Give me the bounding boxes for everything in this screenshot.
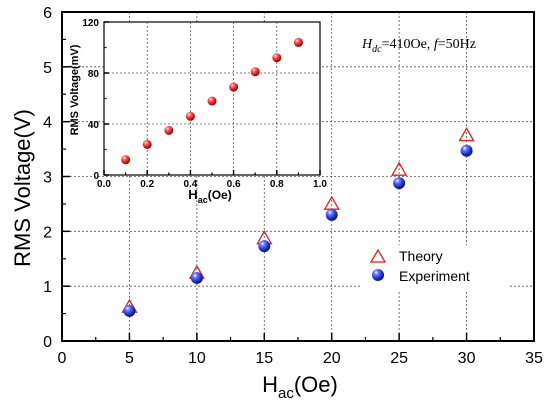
inset-data-points — [121, 37, 303, 165]
main-y-axis-title: RMS Voltage(V) — [10, 109, 35, 267]
x-tick-label: 0.4 — [183, 179, 197, 190]
x-tick-label: 10 — [188, 350, 206, 367]
theory-point — [458, 127, 475, 142]
data-point — [164, 125, 174, 135]
y-tick-label: 1 — [43, 279, 52, 296]
y-tick-label: 2 — [43, 224, 52, 241]
inset-grid — [104, 22, 320, 175]
y-tick-label: 6 — [43, 5, 52, 22]
legend-theory-marker — [369, 248, 387, 263]
x-tick-label: 5 — [125, 350, 134, 367]
main-tick-marks — [61, 11, 535, 342]
inset-y-axis-title: RMS Voltage(mV) — [69, 44, 81, 135]
x-tick-label: 25 — [390, 350, 408, 367]
inset-x-axis-title: Hac(Oe) — [188, 187, 231, 205]
x-tick-label: 0.6 — [227, 179, 241, 190]
y-tick-label: 4 — [43, 115, 52, 132]
y-tick-label: 80 — [88, 69, 100, 80]
theory-point — [323, 195, 340, 210]
y-tick-label: 5 — [43, 60, 52, 77]
data-point — [185, 111, 195, 121]
data-point — [272, 53, 282, 63]
experiment-point — [123, 304, 136, 317]
inset-x-tick-labels: 0.0 0.2 0.4 0.6 0.8 1.0 — [97, 179, 327, 190]
data-point — [142, 139, 152, 149]
x-tick-label: 35 — [525, 350, 543, 367]
main-x-axis-title: Hac(Oe) — [262, 372, 338, 402]
theory-point — [391, 161, 408, 176]
experiment-point — [258, 240, 271, 253]
x-tick-label: 0.2 — [140, 179, 154, 190]
experiment-point — [325, 208, 338, 221]
data-point — [293, 37, 303, 47]
experiment-point — [460, 144, 473, 157]
x-tick-label: 30 — [458, 350, 476, 367]
x-tick-label: 0 — [58, 350, 67, 367]
main-x-tick-labels: 0 5 10 15 20 25 30 35 — [58, 350, 543, 367]
data-point — [250, 67, 260, 77]
inset-tick-marks — [103, 21, 321, 176]
experiment-point — [393, 177, 406, 190]
inset-y-tick-labels: 0 40 80 120 — [82, 18, 99, 182]
y-tick-label: 0 — [93, 171, 99, 182]
legend: Theory Experiment — [362, 245, 508, 291]
main-data-points — [121, 127, 475, 317]
y-tick-label: 3 — [43, 170, 52, 187]
experiment-point — [190, 271, 203, 284]
x-tick-label: 15 — [255, 350, 273, 367]
data-point — [121, 155, 131, 165]
y-tick-label: 40 — [88, 120, 100, 131]
main-y-tick-labels: 0 1 2 3 4 5 6 — [43, 5, 52, 351]
data-point — [207, 96, 217, 106]
y-tick-label: 0 — [43, 334, 52, 351]
data-point — [229, 82, 239, 92]
legend-experiment-label: Experiment — [399, 268, 470, 284]
legend-experiment-marker — [372, 269, 384, 281]
x-tick-label: 20 — [323, 350, 341, 367]
y-tick-label: 120 — [82, 18, 99, 29]
x-tick-label: 0.8 — [270, 179, 284, 190]
x-tick-label: 0.0 — [97, 179, 111, 190]
field-annotation: Hdc=410Oe, f=50Hz — [361, 37, 476, 55]
x-tick-label: 1.0 — [313, 179, 327, 190]
legend-theory-label: Theory — [399, 248, 443, 264]
